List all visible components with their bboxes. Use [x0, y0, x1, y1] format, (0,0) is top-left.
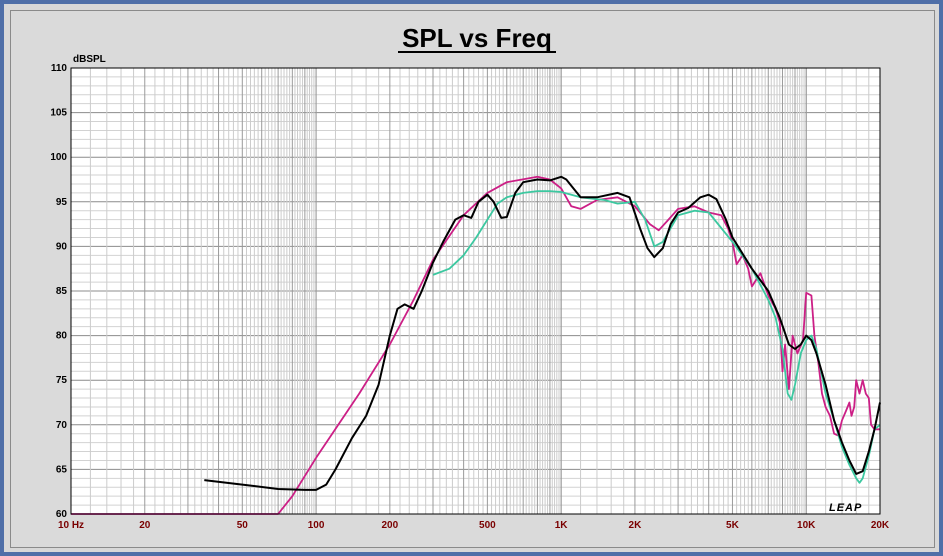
y-tick-label: 105 — [50, 108, 67, 119]
x-tick-label: 20 — [139, 520, 151, 531]
x-tick-label: 5K — [726, 520, 740, 531]
x-tick-label: 1K — [555, 520, 569, 531]
y-tick-label: 80 — [56, 331, 68, 342]
x-tick-label: 2K — [629, 520, 643, 531]
y-tick-label: 90 — [56, 241, 68, 252]
x-tick-label: 200 — [382, 520, 399, 531]
series-line-2 — [432, 190, 881, 484]
y-tick-label: 70 — [56, 420, 68, 431]
chart-title: SPL vs Freq — [402, 23, 552, 53]
spl-chart: SPL vs Freq dBSPL 60 65 70 75 80 85 90 95 100 105… — [50, 23, 890, 531]
y-tick-label: 75 — [56, 375, 68, 386]
leap-logo: LEAP — [829, 502, 862, 514]
series-line-1 — [71, 175, 880, 515]
x-tick-label: 10K — [797, 520, 816, 531]
x-tick-label: 20K — [871, 520, 890, 531]
x-tick-label: 500 — [479, 520, 496, 531]
x-tick-label: 50 — [237, 520, 249, 531]
x-tick-label: 100 — [308, 520, 325, 531]
y-tick-label: 60 — [56, 509, 68, 520]
y-axis-label: dBSPL — [73, 54, 106, 65]
series-line-3 — [204, 175, 881, 491]
y-tick-label: 100 — [50, 152, 67, 163]
y-tick-label: 85 — [56, 286, 68, 297]
plot-area: 60 65 70 75 80 85 90 95 100 105 110 10 Hz 20 50 100 200… — [50, 63, 890, 531]
y-tick-label: 65 — [56, 464, 68, 475]
plot-border — [70, 67, 881, 515]
y-tick-label: 110 — [51, 63, 68, 74]
chart-panel: SPL vs Freq dBSPL 60 65 70 75 80 85 90 95 100 105… — [10, 10, 935, 548]
y-tick-label: 95 — [56, 197, 68, 208]
x-tick-label: 10 Hz — [58, 520, 84, 531]
